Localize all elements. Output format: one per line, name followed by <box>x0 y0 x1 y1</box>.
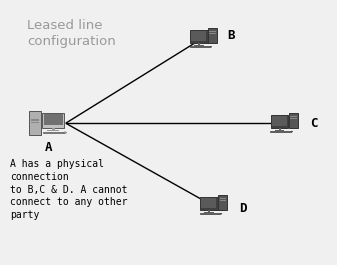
FancyBboxPatch shape <box>29 111 41 135</box>
Bar <box>290 116 297 117</box>
Text: D: D <box>239 201 246 215</box>
FancyBboxPatch shape <box>208 28 217 43</box>
Bar <box>202 198 216 208</box>
Ellipse shape <box>220 213 222 214</box>
Bar <box>44 114 63 125</box>
Ellipse shape <box>210 46 212 47</box>
Bar <box>31 122 39 123</box>
Text: A: A <box>45 140 53 154</box>
Bar <box>290 118 297 119</box>
Text: A has a physical
connection
to B,C & D. A cannot
connect to any other
party: A has a physical connection to B,C & D. … <box>10 159 128 220</box>
FancyBboxPatch shape <box>218 195 227 210</box>
Bar <box>47 130 59 131</box>
FancyBboxPatch shape <box>43 132 64 134</box>
Bar <box>279 126 280 127</box>
Bar <box>209 33 216 34</box>
Text: C: C <box>310 117 317 130</box>
Bar <box>279 128 281 130</box>
Bar <box>204 212 214 213</box>
Bar <box>219 200 226 201</box>
Bar <box>52 128 55 130</box>
Bar <box>198 43 200 45</box>
Bar <box>209 31 216 32</box>
Text: B: B <box>227 29 235 42</box>
FancyBboxPatch shape <box>200 213 220 214</box>
FancyBboxPatch shape <box>289 113 298 128</box>
Ellipse shape <box>64 132 66 133</box>
FancyBboxPatch shape <box>189 46 210 47</box>
FancyBboxPatch shape <box>190 30 208 43</box>
Text: Leased line
configuration: Leased line configuration <box>27 19 116 47</box>
FancyBboxPatch shape <box>42 113 64 128</box>
Bar <box>208 210 210 212</box>
Bar <box>194 45 204 46</box>
Bar <box>191 31 206 41</box>
Ellipse shape <box>291 131 293 132</box>
FancyBboxPatch shape <box>270 131 291 132</box>
Bar <box>219 198 226 199</box>
FancyBboxPatch shape <box>271 115 288 128</box>
Bar <box>275 130 284 131</box>
Bar <box>272 116 287 126</box>
Bar <box>31 119 39 121</box>
FancyBboxPatch shape <box>200 197 218 210</box>
